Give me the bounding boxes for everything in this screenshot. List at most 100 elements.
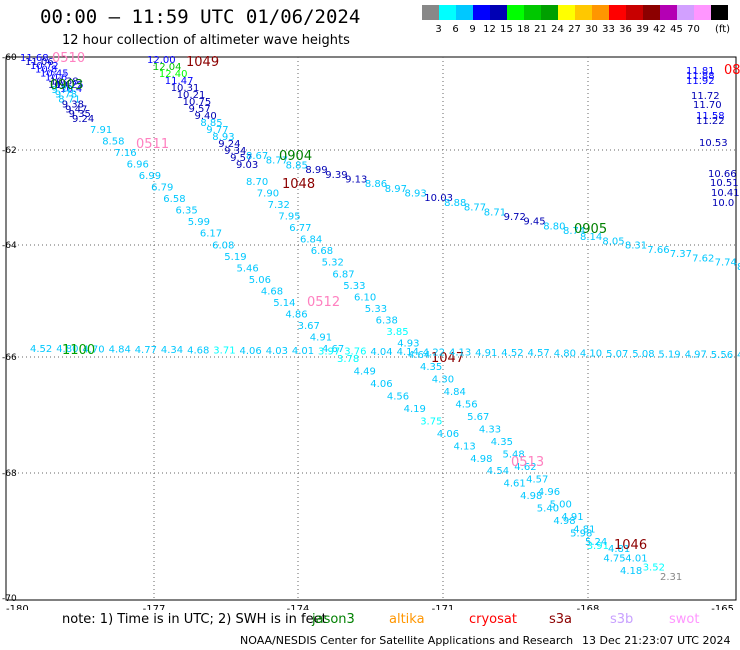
wave-height-value: 5.33 xyxy=(365,304,387,315)
wave-height-value: 11.88 xyxy=(686,71,715,82)
wave-height-value: 9.24 xyxy=(72,114,94,125)
wave-height-value: 8.97 xyxy=(385,184,407,195)
wave-height-value: 8.99 xyxy=(305,165,327,176)
wave-height-value: 4.54 xyxy=(487,466,509,477)
lon-tick-label: -177 xyxy=(143,604,166,610)
wave-height-value: 10.25 xyxy=(55,80,84,91)
wave-height-value: 6.17 xyxy=(200,229,222,240)
scale-swatch xyxy=(643,5,660,20)
pass-time-label: 0905 xyxy=(574,222,607,237)
wave-height-value: 4.96 xyxy=(538,487,560,498)
wave-height-value: 8.74 xyxy=(563,226,585,237)
track-0903: 10.49.769.788.719.389.479.359.24 0903 xyxy=(48,78,94,125)
wave-height-value: 11.81 xyxy=(686,66,715,77)
scale-tick-label: 39 xyxy=(636,24,649,35)
pass-time-label: 1100 xyxy=(62,343,95,358)
lon-tick-label: -168 xyxy=(577,604,600,610)
wave-height-value: 8.71 xyxy=(484,207,506,218)
wave-height-value: 3.52 xyxy=(643,563,665,574)
scale-swatch xyxy=(660,5,677,20)
pass-time-label: 1047 xyxy=(431,351,464,366)
wave-height-value: 6.87 xyxy=(332,269,354,280)
track-0510: 11.6811.0610.7210.810.4510.610.3810.2510… xyxy=(20,51,85,95)
wave-height-value: 4.91 xyxy=(561,512,583,523)
wave-height-value: 11.68 xyxy=(20,53,49,64)
wave-height-value: 10.72 xyxy=(30,61,59,72)
wave-height-value: 5.08 xyxy=(632,349,654,360)
lon-tick-label: -165 xyxy=(711,604,734,610)
scale-tick-label: 3 xyxy=(435,24,442,35)
satellite-swot: swot xyxy=(669,612,700,627)
wave-height-value: 10.31 xyxy=(171,83,200,94)
scale-swatch xyxy=(439,5,456,20)
wave-height-value: 8.85 xyxy=(200,118,222,129)
scale-swatch xyxy=(575,5,592,20)
scale-tick-label: 12 xyxy=(483,24,496,35)
wave-height-map: -60 -62 -64 -66 -68 -70-180 -177 -174 -171 -168 -1… xyxy=(2,51,740,610)
wave-height-value: 9.38 xyxy=(62,99,84,110)
wave-height-value: 5.48 xyxy=(503,450,525,461)
wave-height-value: 4.64 xyxy=(408,350,430,361)
wave-height-value: 4.98 xyxy=(553,516,575,527)
scale-tick-label: 6 xyxy=(452,24,459,35)
wave-height-value: 5.24 xyxy=(585,537,607,548)
wave-height-value: 8.93 xyxy=(212,132,234,143)
wave-height-value: 7.16 xyxy=(114,148,136,159)
wave-height-value: 4.40 xyxy=(737,350,740,361)
wave-height-value: 4.06 xyxy=(240,346,262,357)
wave-height-value: 9.47 xyxy=(65,104,87,115)
wave-height-value: 11.22 xyxy=(696,116,725,127)
scale-tick-label: 33 xyxy=(602,24,615,35)
wave-height-value: 8.31 xyxy=(625,241,647,252)
wave-height-value: 4.52 xyxy=(501,348,523,359)
wave-height-value: 9.76 xyxy=(51,85,73,96)
wave-height-value: 8.85 xyxy=(286,160,308,171)
wave-height-value: 8.0 xyxy=(737,262,740,273)
wave-height-value: 4.56 xyxy=(455,400,477,411)
satellite-s3a: s3a xyxy=(549,612,573,627)
wave-height-value: 4.01 xyxy=(292,346,314,357)
pass-time-label: 0513 xyxy=(511,455,544,470)
wave-height-value: 5.07 xyxy=(606,349,628,360)
pass-time-label: 1049 xyxy=(186,55,219,70)
pass-time-label: 0903 xyxy=(50,78,83,93)
wave-height-value: 10.53 xyxy=(699,138,728,149)
wave-height-value: 8.67 xyxy=(246,151,268,162)
wave-height-value: 4.93 xyxy=(397,339,419,350)
lon-tick-label: -174 xyxy=(287,604,310,610)
wave-height-value: 3.85 xyxy=(386,327,408,338)
wave-height-value: 4.77 xyxy=(135,345,157,356)
footer-note: note: 1) Time is in UTC; 2) SWH is in fe… xyxy=(62,612,327,627)
lon-tick-label: -180 xyxy=(6,604,29,610)
wave-height-value: 3.67 xyxy=(298,321,320,332)
wave-height-value: 5.99 xyxy=(188,217,210,228)
wave-height-value: 4.14 xyxy=(397,347,419,358)
wave-height-value: 6.77 xyxy=(289,223,311,234)
wave-height-value: 9.34 xyxy=(224,146,246,157)
wave-height-value: 12.00 xyxy=(147,55,176,66)
wave-height-value: 8.93 xyxy=(405,189,427,200)
wave-height-value: 10.03 xyxy=(424,193,453,204)
wave-height-value: 9.39 xyxy=(325,170,347,181)
wave-height-value: 4.81 xyxy=(573,525,595,536)
wave-height-value: 8.58 xyxy=(102,137,124,148)
wave-height-value: 4.61 xyxy=(504,479,526,490)
wave-height-value: 4.10 xyxy=(580,349,602,360)
wave-height-value: 6.38 xyxy=(376,315,398,326)
wave-height-value: 3.97 xyxy=(318,346,340,357)
scale-tick-label: 15 xyxy=(500,24,513,35)
wave-height-value: 5.19 xyxy=(658,349,680,360)
scale-tick-label: 70 xyxy=(687,24,700,35)
wave-height-value: 6.58 xyxy=(163,194,185,205)
pass-time-label: 1048 xyxy=(282,177,315,192)
satellite-jason3: jason3 xyxy=(312,612,355,627)
credit-line: NOAA/NESDIS Center for Satellite Applica… xyxy=(240,634,574,647)
wave-height-value: 4.52 xyxy=(30,344,52,355)
track-0513: 0513 xyxy=(511,455,544,470)
wave-height-value: 10.8 xyxy=(35,65,57,76)
wave-height-value: 4.70 xyxy=(82,344,104,355)
wave-height-value: 4.13 xyxy=(454,441,476,452)
map-frame xyxy=(5,56,737,601)
track-0905: 8.148.058.317.667.377.627.748.0 0905 xyxy=(574,222,740,273)
